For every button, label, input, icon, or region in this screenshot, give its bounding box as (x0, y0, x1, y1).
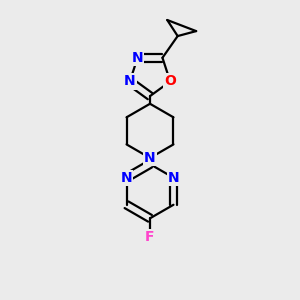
Text: N: N (168, 171, 179, 185)
Text: N: N (124, 74, 136, 88)
Text: N: N (144, 151, 156, 165)
Text: N: N (121, 171, 132, 185)
Text: O: O (164, 74, 176, 88)
Text: F: F (145, 230, 155, 244)
Text: N: N (132, 51, 143, 65)
